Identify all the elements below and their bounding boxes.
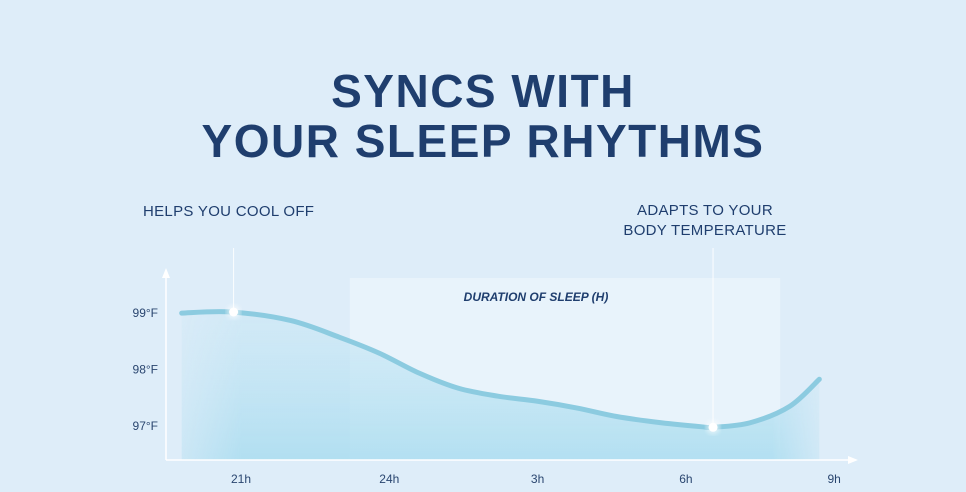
annotation-adapts-line2: BODY TEMPERATURE [623,222,787,239]
x-tick-label: 9h [827,472,840,486]
band-label: DURATION OF SLEEP (H) [464,290,609,304]
x-tick-label: 6h [679,472,692,486]
x-axis-arrow [848,456,858,464]
annotation-adapts: ADAPTS TO YOUR BODY TEMPERATURE [600,201,810,241]
data-point-marker [708,422,718,432]
page-title-line1: SYNCS WITH [331,65,635,117]
x-tick-label: 21h [231,472,251,486]
y-tick-label: 98°F [133,363,158,377]
x-tick-label: 3h [531,472,544,486]
annotation-adapts-line1: ADAPTS TO YOUR [637,202,773,219]
y-tick-label: 99°F [133,306,158,320]
y-tick-label: 97°F [133,419,158,433]
temperature-curve [179,309,822,431]
y-axis-arrow [162,268,170,278]
annotation-cool-off: HELPS YOU COOL OFF [143,203,315,220]
data-point-marker [229,307,239,317]
x-tick-label: 24h [379,472,399,486]
page-title-line2: YOUR SLEEP RHYTHMS [201,115,765,167]
